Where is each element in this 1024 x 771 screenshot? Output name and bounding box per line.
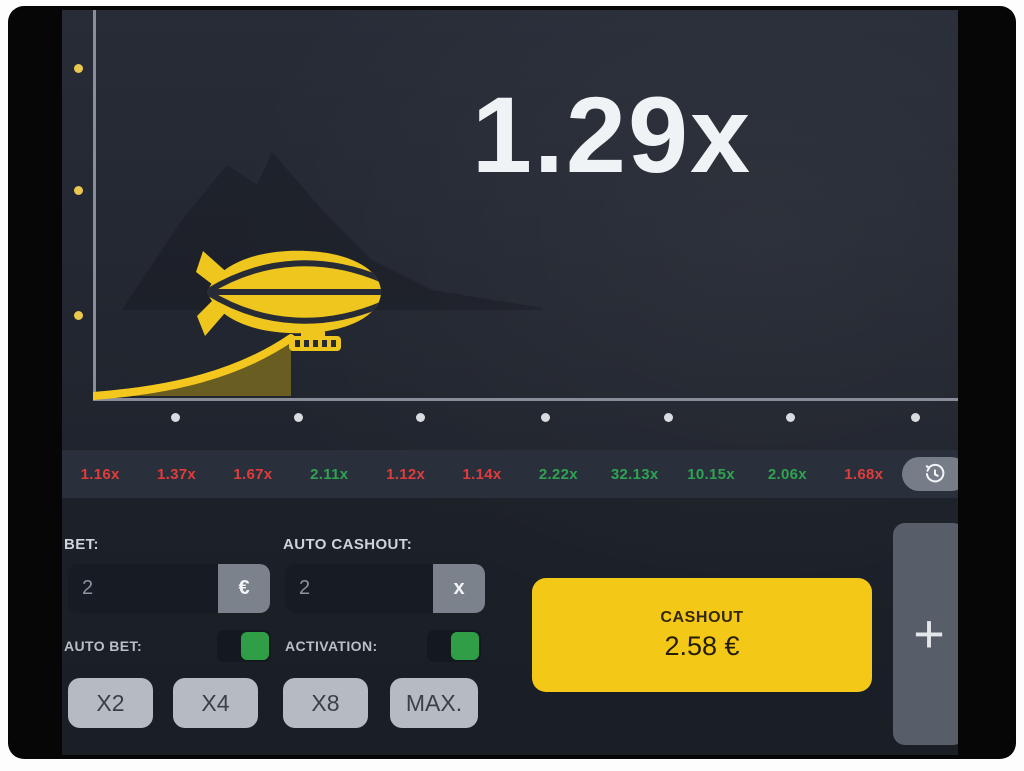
current-multiplier: 1.29x <box>471 74 753 195</box>
multiplier-history-bar: 1.16x 1.37x 1.67x 2.11x 1.12x 1.14x 2.22… <box>62 450 958 498</box>
auto-bet-toggle[interactable] <box>217 630 271 662</box>
cashout-button-label: CASHOUT <box>660 608 744 626</box>
y-axis-tick-dot <box>74 186 83 195</box>
history-multiplier: 1.37x <box>157 465 197 483</box>
history-multiplier: 2.22x <box>538 465 578 483</box>
history-multiplier: 1.12x <box>386 465 426 483</box>
cashout-button[interactable]: CASHOUT 2.58 € <box>532 578 872 692</box>
bet-amount-field: € <box>68 564 270 613</box>
currency-euro-suffix: € <box>218 564 270 613</box>
x-axis-tick-dot <box>416 413 425 422</box>
y-axis-tick-dot <box>74 311 83 320</box>
auto-cashout-field: x <box>285 564 485 613</box>
flight-curve <box>93 334 295 400</box>
auto-bet-toggle-knob <box>241 632 269 660</box>
history-multiplier: 32.13x <box>610 465 659 483</box>
history-button[interactable] <box>901 457 958 491</box>
multiplier-x-suffix: x <box>433 564 485 613</box>
history-multiplier: 2.11x <box>310 465 349 483</box>
x-axis-tick-dot <box>171 413 180 422</box>
add-bet-button[interactable]: + <box>893 523 958 745</box>
auto-bet-label: AUTO BET: <box>64 638 143 654</box>
history-multiplier: 1.16x <box>80 465 120 483</box>
history-multiplier: 2.06x <box>767 465 807 483</box>
game-area: 1.29x 1.16x 1.37x 1.67x 2.11x 1.12x 1.14… <box>62 10 958 755</box>
quick-bet-max-button[interactable]: MAX. <box>390 678 478 728</box>
x-axis-tick-dot <box>664 413 673 422</box>
auto-cashout-input[interactable] <box>285 564 433 613</box>
history-multiplier: 1.67x <box>233 465 273 483</box>
activation-label: ACTIVATION: <box>285 638 378 654</box>
game-frame: 1.29x 1.16x 1.37x 1.67x 2.11x 1.12x 1.14… <box>8 6 1016 759</box>
bet-label: BET: <box>64 536 99 553</box>
quick-bet-x8-button[interactable]: X8 <box>283 678 368 728</box>
activation-toggle[interactable] <box>427 630 481 662</box>
blimp-icon <box>196 250 381 351</box>
x-axis-tick-dot <box>294 413 303 422</box>
cashout-button-amount: 2.58 € <box>664 630 740 661</box>
history-icon <box>925 463 945 483</box>
activation-toggle-knob <box>451 632 479 660</box>
quick-bet-x2-button[interactable]: X2 <box>68 678 153 728</box>
x-axis-tick-dot <box>541 413 550 422</box>
quick-bet-x4-button[interactable]: X4 <box>173 678 258 728</box>
bet-amount-input[interactable] <box>68 564 218 613</box>
x-axis-tick-dot <box>786 413 795 422</box>
x-axis-line <box>93 398 958 401</box>
bet-panel: BET: AUTO CASHOUT: € x AUTO BET: ACTIVAT… <box>62 498 958 755</box>
history-multiplier: 1.14x <box>462 465 502 483</box>
auto-cashout-label: AUTO CASHOUT: <box>283 536 413 553</box>
y-axis-tick-dot <box>74 64 83 73</box>
history-multiplier: 10.15x <box>687 465 735 483</box>
plus-icon: + <box>913 604 945 664</box>
y-axis-line <box>93 10 96 400</box>
x-axis-tick-dot <box>911 413 920 422</box>
history-multiplier: 1.68x <box>844 465 884 483</box>
